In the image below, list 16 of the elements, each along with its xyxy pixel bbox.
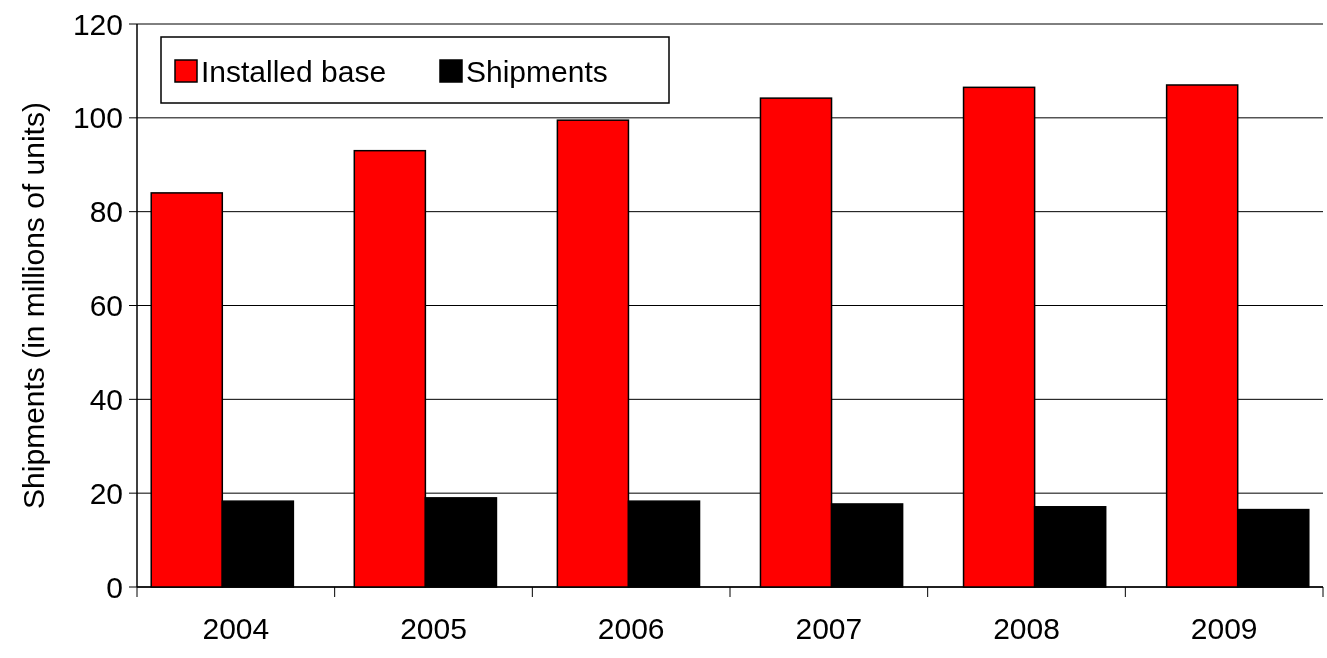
x-tick-label: 2008 [993,612,1060,645]
x-tick-label: 2007 [795,612,863,645]
y-tick-label: 80 [89,195,123,229]
x-tick-label: 2009 [1190,612,1258,645]
x-tick-label: 2004 [202,612,270,645]
y-tick-label: 0 [106,570,123,604]
x-tick-label: 2005 [400,612,467,645]
x-tick-label: 2006 [597,612,665,645]
legend-label: Shipments [466,54,608,88]
legend-label: Installed base [201,54,387,88]
y-tick-label: 20 [89,476,123,510]
y-axis-title: Shipments (in millions of units) [17,102,50,509]
y-tick-label: 60 [89,289,123,322]
y-tick-label: 100 [72,101,123,135]
y-tick-label: 40 [89,382,123,416]
y-tick-label: 120 [72,7,123,41]
